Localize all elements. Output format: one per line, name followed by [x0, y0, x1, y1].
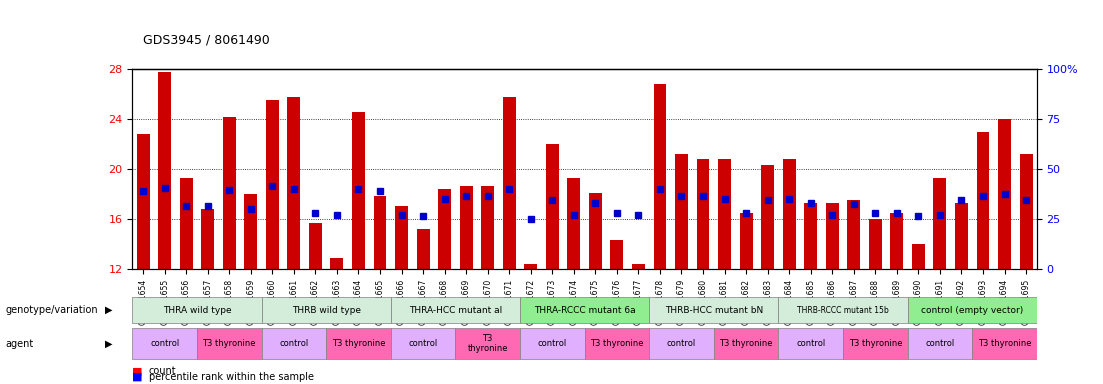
- Bar: [697, 159, 709, 269]
- Text: T3 thyronine: T3 thyronine: [977, 339, 1031, 348]
- Bar: [309, 223, 322, 269]
- Text: T3 thyronine: T3 thyronine: [719, 339, 773, 348]
- Bar: [783, 159, 795, 269]
- Bar: [933, 178, 946, 269]
- Bar: [352, 112, 365, 269]
- Bar: [653, 84, 666, 269]
- FancyBboxPatch shape: [390, 328, 456, 359]
- Text: control: control: [279, 339, 309, 348]
- Text: GDS3945 / 8061490: GDS3945 / 8061490: [143, 33, 270, 46]
- Text: T3
thyronine: T3 thyronine: [468, 334, 508, 353]
- Text: ▶: ▶: [105, 305, 113, 315]
- Text: ▶: ▶: [105, 339, 113, 349]
- Bar: [761, 165, 774, 269]
- Text: THRA wild type: THRA wild type: [162, 306, 232, 314]
- Bar: [890, 213, 903, 269]
- Text: ■: ■: [132, 366, 143, 376]
- FancyBboxPatch shape: [520, 328, 585, 359]
- Bar: [976, 132, 989, 269]
- FancyBboxPatch shape: [714, 328, 779, 359]
- Text: count: count: [149, 366, 176, 376]
- Bar: [826, 203, 838, 269]
- Bar: [589, 193, 602, 269]
- Text: THRA-HCC mutant al: THRA-HCC mutant al: [409, 306, 502, 314]
- Text: THRB-HCC mutant bN: THRB-HCC mutant bN: [665, 306, 763, 314]
- Bar: [481, 187, 494, 269]
- Bar: [417, 229, 429, 269]
- Bar: [998, 119, 1011, 269]
- Bar: [632, 264, 645, 269]
- Text: ■: ■: [132, 372, 143, 382]
- Bar: [266, 100, 279, 269]
- Bar: [1019, 154, 1032, 269]
- Text: control (empty vector): control (empty vector): [921, 306, 1024, 314]
- FancyBboxPatch shape: [779, 297, 908, 323]
- FancyBboxPatch shape: [261, 297, 390, 323]
- FancyBboxPatch shape: [197, 328, 261, 359]
- Bar: [180, 178, 193, 269]
- FancyBboxPatch shape: [908, 297, 1037, 323]
- Bar: [524, 264, 537, 269]
- Bar: [955, 203, 968, 269]
- Text: T3 thyronine: T3 thyronine: [590, 339, 644, 348]
- Bar: [288, 97, 300, 269]
- FancyBboxPatch shape: [261, 328, 326, 359]
- FancyBboxPatch shape: [972, 328, 1037, 359]
- FancyBboxPatch shape: [520, 297, 650, 323]
- Bar: [201, 209, 214, 269]
- FancyBboxPatch shape: [132, 328, 197, 359]
- Bar: [395, 207, 408, 269]
- Bar: [546, 144, 559, 269]
- FancyBboxPatch shape: [585, 328, 650, 359]
- Text: percentile rank within the sample: percentile rank within the sample: [149, 372, 314, 382]
- Text: agent: agent: [6, 339, 34, 349]
- Text: T3 thyronine: T3 thyronine: [848, 339, 902, 348]
- Bar: [804, 203, 817, 269]
- Text: control: control: [925, 339, 954, 348]
- Bar: [718, 159, 731, 269]
- Text: T3 thyronine: T3 thyronine: [203, 339, 256, 348]
- Bar: [869, 219, 881, 269]
- Bar: [374, 197, 386, 269]
- Text: THRA-RCCC mutant 6a: THRA-RCCC mutant 6a: [534, 306, 635, 314]
- Bar: [847, 200, 860, 269]
- Bar: [245, 194, 257, 269]
- FancyBboxPatch shape: [843, 328, 908, 359]
- Text: control: control: [408, 339, 438, 348]
- Bar: [740, 213, 752, 269]
- Text: control: control: [537, 339, 567, 348]
- Text: THRB-RCCC mutant 15b: THRB-RCCC mutant 15b: [797, 306, 889, 314]
- Bar: [567, 178, 580, 269]
- FancyBboxPatch shape: [456, 328, 520, 359]
- Bar: [438, 189, 451, 269]
- FancyBboxPatch shape: [650, 297, 779, 323]
- Bar: [137, 134, 150, 269]
- Text: control: control: [667, 339, 696, 348]
- Text: THRB wild type: THRB wild type: [291, 306, 361, 314]
- Text: control: control: [150, 339, 180, 348]
- Bar: [610, 240, 623, 269]
- Text: genotype/variation: genotype/variation: [6, 305, 98, 315]
- FancyBboxPatch shape: [132, 297, 261, 323]
- Text: control: control: [796, 339, 825, 348]
- Bar: [912, 244, 924, 269]
- Bar: [158, 71, 171, 269]
- FancyBboxPatch shape: [908, 328, 972, 359]
- FancyBboxPatch shape: [326, 328, 390, 359]
- FancyBboxPatch shape: [779, 328, 843, 359]
- Bar: [675, 154, 688, 269]
- FancyBboxPatch shape: [650, 328, 714, 359]
- Bar: [223, 117, 236, 269]
- Text: T3 thyronine: T3 thyronine: [332, 339, 385, 348]
- Bar: [331, 258, 343, 269]
- Bar: [503, 97, 516, 269]
- FancyBboxPatch shape: [390, 297, 520, 323]
- Bar: [460, 187, 472, 269]
